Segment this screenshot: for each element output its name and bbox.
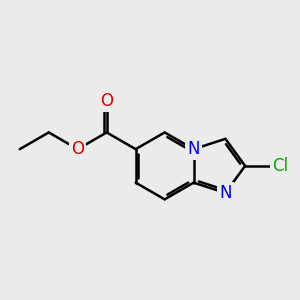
- Text: N: N: [188, 140, 200, 158]
- Text: N: N: [219, 184, 232, 202]
- Text: O: O: [100, 92, 113, 110]
- Text: O: O: [71, 140, 84, 158]
- Text: Cl: Cl: [272, 157, 288, 175]
